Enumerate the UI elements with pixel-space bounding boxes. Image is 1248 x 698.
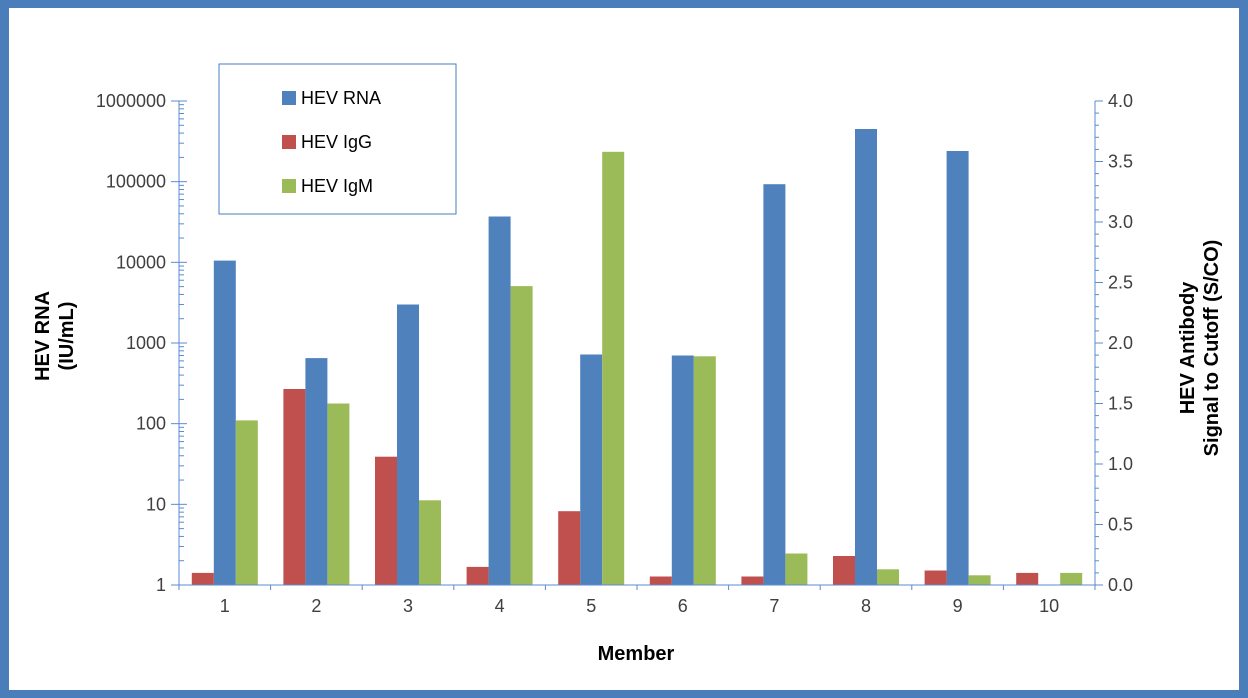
x-axis-title: Member xyxy=(598,643,675,665)
left-tick-label: 10 xyxy=(146,494,166,514)
bar-igm-member-4 xyxy=(510,286,533,585)
bar-rna-member-8 xyxy=(855,129,877,585)
left-axis-title-line1: HEV RNA xyxy=(32,291,54,381)
right-tick-label: 4.0 xyxy=(1108,91,1133,111)
bar-igm-member-1 xyxy=(235,420,258,585)
x-tick-label: 10 xyxy=(1039,596,1059,616)
axes-layer: 1 10 100 1000 10000 100000 1000000 0.0 0.5 1.0 1.5… xyxy=(96,91,1133,616)
bar-igg-member-8 xyxy=(833,556,855,585)
legend-box xyxy=(218,63,457,215)
legend: HEV RNA HEV IgG HEV IgM xyxy=(218,63,457,215)
bar-rna-member-1 xyxy=(213,260,236,585)
bar-rna-member-5 xyxy=(580,354,603,585)
bar-igm-member-9 xyxy=(968,575,991,585)
right-tick-label: 3.5 xyxy=(1108,152,1133,172)
bar-igm-member-8 xyxy=(877,569,899,585)
legend-label-igg: HEV IgG xyxy=(301,132,372,152)
x-tick-label: 2 xyxy=(311,596,321,616)
left-tick-label: 1000 xyxy=(126,333,166,353)
bar-igg-member-7 xyxy=(741,576,764,585)
bar-rna-member-4 xyxy=(488,216,511,585)
bar-igg-member-1 xyxy=(191,572,214,585)
x-tick-label: 8 xyxy=(861,596,871,616)
right-tick-label: 3.0 xyxy=(1108,212,1133,232)
bar-igm-member-6 xyxy=(693,356,716,585)
legend-swatch-igg xyxy=(282,135,296,149)
left-tick-label: 1 xyxy=(156,575,166,595)
x-tick-label: 4 xyxy=(495,596,505,616)
x-tick-label: 7 xyxy=(769,596,779,616)
bar-igg-member-6 xyxy=(649,576,672,585)
bar-igg-member-5 xyxy=(558,511,581,585)
left-tick-label: 100000 xyxy=(106,172,166,192)
right-axis-title-line1: HEV Antibody xyxy=(1177,281,1199,414)
right-axis-title-line2: Signal to Cutoff (S/CO) xyxy=(1201,240,1223,457)
bar-igm-member-3 xyxy=(419,500,441,585)
bars-layer xyxy=(191,129,1083,586)
bar-igm-member-10 xyxy=(1060,572,1083,585)
bar-rna-member-2 xyxy=(305,358,328,585)
right-tick-label: 2.5 xyxy=(1108,273,1133,293)
right-tick-label: 1.5 xyxy=(1108,394,1133,414)
x-tick-label: 9 xyxy=(953,596,963,616)
bar-rna-member-9 xyxy=(946,151,969,585)
bar-rna-member-6 xyxy=(671,355,694,585)
x-tick-label: 3 xyxy=(403,596,413,616)
left-tick-label: 10000 xyxy=(116,252,166,272)
legend-swatch-rna xyxy=(282,91,296,105)
bar-rna-member-3 xyxy=(397,304,419,585)
legend-swatch-igm xyxy=(282,179,296,193)
left-tick-label: 1000000 xyxy=(96,91,166,111)
bar-igm-member-5 xyxy=(602,151,625,586)
right-tick-label: 1.0 xyxy=(1108,454,1133,474)
x-tick-label: 5 xyxy=(586,596,596,616)
left-tick-label: 100 xyxy=(136,414,166,434)
bar-igg-member-3 xyxy=(375,456,397,585)
bar-igm-member-2 xyxy=(327,403,350,585)
hev-bar-chart: 1 10 100 1000 10000 100000 1000000 0.0 0.5 1.0 1.5… xyxy=(32,63,1223,665)
bar-igg-member-2 xyxy=(283,389,306,585)
right-tick-label: 0.0 xyxy=(1108,575,1133,595)
right-tick-label: 0.5 xyxy=(1108,515,1133,535)
bar-igm-member-7 xyxy=(785,553,808,585)
bar-igg-member-9 xyxy=(924,570,947,585)
bar-rna-member-7 xyxy=(763,184,786,585)
bar-igg-member-10 xyxy=(1016,572,1039,585)
right-tick-label: 2.0 xyxy=(1108,333,1133,353)
x-tick-label: 1 xyxy=(220,596,230,616)
x-tick-label: 6 xyxy=(678,596,688,616)
left-axis-title-line2: (IU/mL) xyxy=(56,302,78,371)
legend-label-igm: HEV IgM xyxy=(301,176,373,196)
bar-igg-member-4 xyxy=(466,566,489,585)
legend-label-rna: HEV RNA xyxy=(301,88,381,108)
